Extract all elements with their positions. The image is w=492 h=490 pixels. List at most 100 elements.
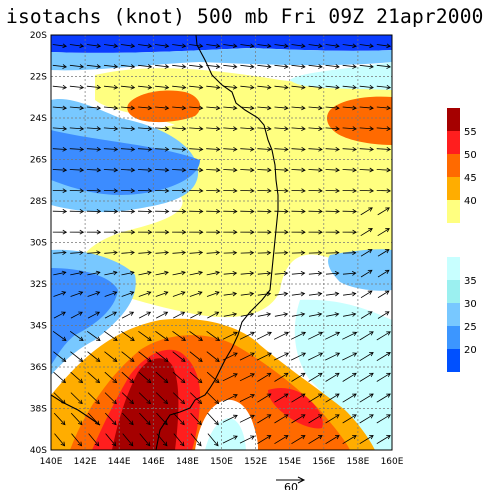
wind-vector-head [284,188,289,194]
wind-vector [376,393,391,403]
wind-vector-head [351,291,357,297]
wind-vector-head [113,84,119,90]
wind-vector [172,252,186,254]
wind-vector-head [60,441,66,447]
wind-vector-head [197,399,203,405]
wind-vector-head [284,126,289,131]
wind-vector [240,127,254,130]
wind-vector [138,351,152,362]
wind-vector [359,331,374,341]
wind-vector [291,127,306,130]
wind-vector-head [113,336,118,341]
wind-vector-head [146,291,152,296]
wind-vector-head [266,435,272,440]
wind-vector [257,293,271,296]
wind-vector [172,351,186,362]
wind-vector [69,64,84,68]
wind-vector-head [112,311,118,316]
wind-vector [138,311,151,319]
legend-swatch [447,131,460,154]
wind-vector [359,44,374,47]
wind-vector [291,85,305,88]
wind-vector-head [369,331,374,336]
wind-vector-head [216,188,221,194]
wind-vector [376,148,391,150]
wind-vector [359,169,374,171]
wind-vector [69,169,84,171]
longitude-tick-label: 148E [176,457,199,467]
wind-vector-head [233,435,238,440]
wind-vector [308,44,323,47]
wind-vector-head [145,441,151,447]
legend-label: 25 [464,322,477,333]
wind-vector-head [284,105,289,111]
wind-vector-head [283,312,289,317]
wind-vector-head [334,312,340,317]
wind-vector [69,330,84,341]
wind-vector-head [318,352,324,357]
wind-vector [155,271,169,276]
legend-label: 45 [464,173,477,184]
wind-vector-head [79,43,85,49]
isotach-30-east-core [328,249,392,291]
wind-vector-head [352,188,357,194]
legend-swatch [447,326,460,349]
longitude-tick-label: 152E [244,457,267,467]
wind-vector-head [96,209,102,214]
wind-vector-head [112,399,117,405]
wind-vector [342,169,357,171]
wind-vector-head [318,105,323,111]
wind-vector-head [181,64,187,69]
wind-vector [172,148,186,150]
wind-vector-head [164,146,170,152]
wind-vector-head [249,250,255,256]
wind-vector-head [130,167,136,173]
wind-vector [86,169,101,171]
wind-vector [155,392,168,404]
wind-vector [257,435,272,445]
wind-vector [342,190,357,192]
wind-vector-head [130,64,136,69]
wind-vector-head [113,43,119,49]
plot-frame [50,34,393,451]
wind-vector-head [352,209,357,214]
legend-swatch [447,154,460,177]
wind-vector [87,252,101,254]
wind-vector-head [266,291,272,297]
wind-vector [291,393,306,403]
wind-vector [257,393,272,403]
wind-vector [376,372,391,382]
wind-vector [274,169,288,171]
wind-vector-head [250,394,255,399]
wind-vector [257,85,271,88]
wind-vector-head [181,209,187,214]
wind-vector-head [147,64,153,69]
wind-vector-head [233,394,238,399]
wind-vector [377,207,390,216]
wind-vector-head [95,291,101,296]
wind-vector [376,106,391,109]
longitude-tick-label: 140E [40,457,63,467]
wind-vector [53,252,66,254]
wind-vector [290,332,306,340]
wind-vector-head [284,229,289,235]
wind-vector [104,371,117,383]
wind-vector-head [164,270,169,276]
wind-vector [53,412,66,425]
wind-vector-head [79,146,85,152]
wind-vector-head [130,229,136,235]
wind-vector-head [198,336,203,341]
wind-vector [308,293,322,296]
wind-vector-head [301,105,306,111]
wind-vector [103,85,118,88]
wind-vector-head [215,84,221,90]
longitude-tick-label: 160E [381,457,404,467]
wind-vector-head [77,441,83,447]
wind-vector-head [284,331,290,337]
wind-vector [257,372,272,382]
wind-vector [103,127,118,130]
wind-vector-head [164,105,170,111]
wind-vector-head [180,420,185,426]
wind-vector [274,393,289,403]
wind-vector [122,433,134,446]
